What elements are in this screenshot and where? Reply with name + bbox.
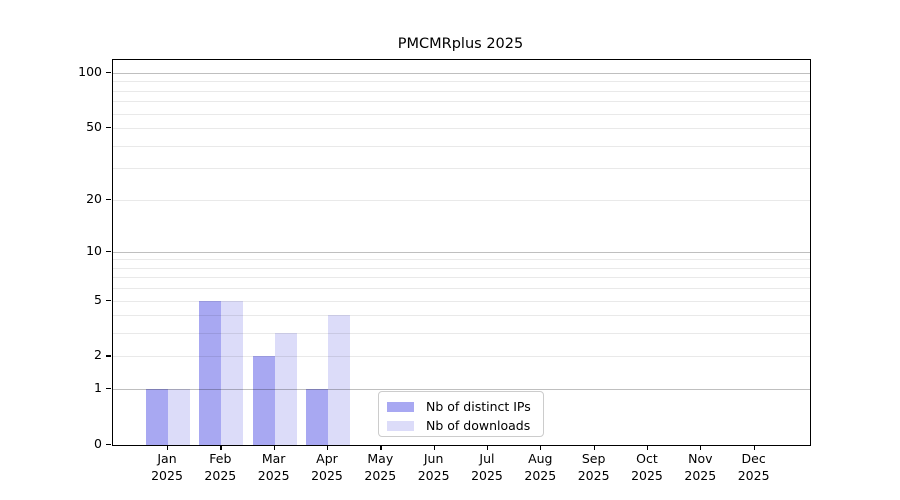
y-tick-mark — [106, 127, 111, 129]
chart-title: PMCMRplus 2025 — [397, 36, 524, 52]
x-tick-mark — [486, 445, 489, 450]
y-tick-mark — [106, 250, 111, 252]
x-tick-mark — [540, 445, 542, 450]
bar-distinct-ips — [199, 300, 222, 445]
y-tick-label: 5 — [94, 291, 102, 307]
x-tick-label: Jul 2025 — [471, 451, 503, 483]
x-tick-label: Sep 2025 — [577, 451, 610, 483]
y-tick-label: 10 — [86, 242, 102, 258]
legend-swatch-downloads — [387, 420, 414, 431]
y-tick-mark — [106, 388, 111, 390]
x-tick-mark — [433, 445, 435, 450]
minor-gridline — [113, 333, 810, 335]
x-tick-label: Aug 2025 — [524, 451, 557, 483]
bar-distinct-ips — [305, 389, 328, 445]
x-tick-mark — [593, 445, 595, 450]
major-gridline — [113, 389, 810, 391]
y-tick-label: 0 — [94, 436, 102, 451]
y-tick-label: 1 — [94, 380, 102, 396]
x-tick-label: Dec 2025 — [737, 451, 770, 483]
bar-distinct-ips — [146, 389, 168, 445]
bar-downloads — [327, 315, 350, 445]
y-tick-mark — [106, 355, 111, 357]
minor-gridline — [113, 356, 810, 358]
x-tick-mark — [220, 445, 222, 450]
x-tick-mark — [167, 445, 169, 450]
legend-swatch-distinct-ips — [387, 401, 414, 412]
minor-gridline — [113, 259, 810, 261]
x-tick-label: Nov 2025 — [684, 451, 717, 483]
x-tick-mark — [273, 445, 275, 450]
minor-gridline — [113, 145, 810, 147]
minor-gridline — [113, 288, 810, 290]
plot-area — [112, 59, 811, 446]
bar-downloads — [168, 389, 190, 445]
minor-gridline — [113, 101, 810, 103]
x-tick-mark — [646, 445, 649, 450]
y-tick-label: 100 — [78, 64, 102, 79]
legend-item-distinct-ips: Nb of distinct IPs — [379, 397, 543, 416]
minor-gridline — [113, 168, 810, 170]
y-tick-label: 2 — [94, 347, 102, 363]
x-tick-mark — [326, 445, 329, 450]
x-tick-label: Feb 2025 — [204, 451, 237, 483]
minor-gridline — [113, 81, 810, 83]
minor-gridline — [113, 315, 810, 317]
x-tick-label: Mar 2025 — [257, 451, 290, 483]
y-tick-mark — [106, 444, 111, 446]
minor-gridline — [113, 90, 810, 92]
x-tick-label: Jun 2025 — [417, 451, 450, 483]
x-tick-label: Apr 2025 — [311, 451, 343, 483]
legend-item-downloads: Nb of downloads — [379, 416, 543, 435]
bar-distinct-ips — [252, 356, 275, 445]
minor-gridline — [113, 199, 810, 201]
x-tick-mark — [753, 445, 755, 450]
legend-label-distinct-ips: Nb of distinct IPs — [426, 399, 531, 414]
y-tick-mark — [106, 198, 111, 200]
bar-downloads — [274, 333, 297, 445]
x-tick-label: May 2025 — [364, 451, 397, 483]
major-gridline — [113, 251, 810, 253]
y-tick-mark — [106, 72, 111, 74]
minor-gridline — [113, 267, 810, 269]
minor-gridline — [113, 277, 810, 279]
x-tick-mark — [380, 445, 382, 450]
bar-downloads — [221, 300, 244, 445]
minor-gridline — [113, 128, 810, 130]
legend-label-downloads: Nb of downloads — [426, 418, 531, 433]
y-tick-label: 20 — [86, 190, 102, 206]
x-tick-label: Jan 2025 — [151, 451, 183, 483]
legend: Nb of distinct IPs Nb of downloads — [378, 391, 544, 437]
y-tick-mark — [106, 299, 111, 301]
major-gridline — [113, 73, 810, 74]
minor-gridline — [113, 113, 810, 115]
minor-gridline — [113, 300, 810, 302]
x-tick-mark — [700, 445, 702, 450]
y-tick-label: 50 — [86, 119, 102, 135]
x-tick-label: Oct 2025 — [631, 451, 663, 483]
